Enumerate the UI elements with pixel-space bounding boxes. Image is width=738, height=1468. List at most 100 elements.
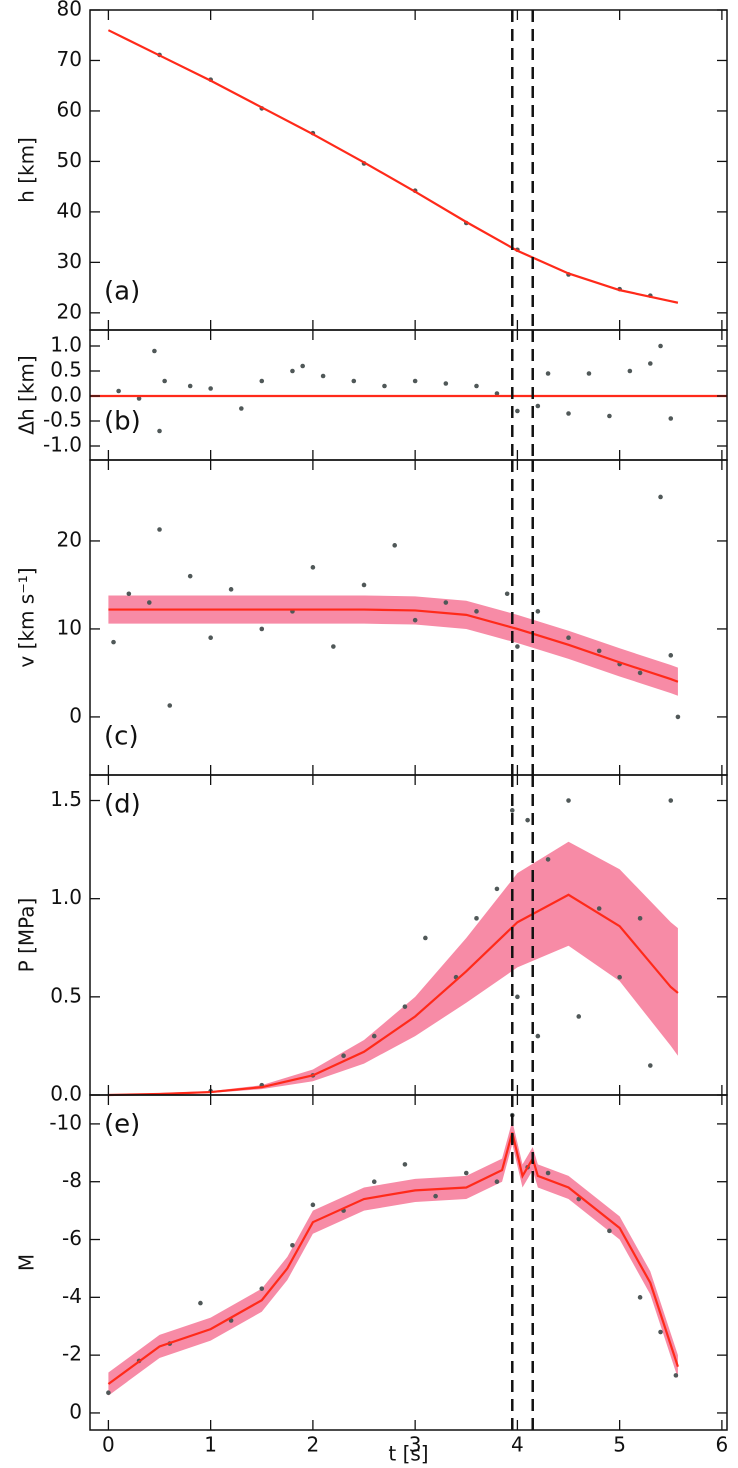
x-tick-label: 4	[511, 1433, 524, 1457]
data-point	[259, 378, 265, 384]
y-axis-label: h [km]	[15, 137, 39, 203]
data-point	[152, 348, 157, 354]
data-point	[535, 403, 541, 409]
data-point	[167, 703, 173, 708]
data-point	[331, 644, 336, 649]
x-tick-label: 2	[307, 1433, 320, 1457]
data-point	[494, 391, 500, 396]
x-tick-label: 6	[716, 1433, 729, 1457]
y-tick-label: 1.0	[50, 885, 82, 909]
y-tick-label: 60	[57, 97, 82, 121]
data-point	[402, 1162, 408, 1167]
y-tick-label: 0.0	[50, 1082, 82, 1106]
fit-line	[107, 29, 679, 304]
data-point	[371, 1179, 377, 1185]
data-point	[494, 886, 500, 892]
data-point	[515, 644, 520, 649]
data-point	[648, 361, 653, 366]
uncertainty-band	[108, 595, 678, 696]
x-axis-label: t [s]	[388, 1442, 428, 1466]
y-tick-label: -1.0	[43, 433, 82, 457]
data-point	[463, 1170, 469, 1176]
panel-label: (e)	[104, 1110, 140, 1140]
data-point	[106, 1390, 111, 1396]
data-point	[607, 413, 612, 419]
data-point	[658, 343, 663, 349]
plot-frame	[89, 9, 728, 331]
data-point	[433, 1193, 438, 1199]
data-point	[187, 383, 193, 389]
data-point	[412, 378, 418, 384]
data-point	[310, 1202, 316, 1208]
data-point	[474, 916, 479, 921]
data-point	[320, 373, 326, 379]
data-point	[566, 798, 571, 803]
y-tick-label: 70	[57, 47, 82, 71]
data-point	[576, 1014, 582, 1019]
y-tick-label: 0.0	[50, 383, 82, 407]
y-tick-label: 1.0	[50, 333, 82, 357]
y-axis-label: M	[15, 1254, 39, 1271]
data-point	[402, 1004, 408, 1009]
data-point	[126, 591, 132, 597]
data-point	[341, 1053, 346, 1059]
y-tick-label: -2	[62, 1342, 82, 1366]
fit-line	[108, 608, 679, 683]
data-point	[545, 371, 551, 376]
panel-label: (b)	[104, 407, 141, 437]
y-tick-label: 10	[57, 615, 82, 639]
data-point	[607, 1228, 612, 1234]
data-point	[675, 714, 681, 720]
plot-frame	[89, 1094, 728, 1431]
data-point	[509, 808, 515, 813]
data-point	[637, 670, 643, 676]
data-point	[586, 371, 592, 376]
data-point	[423, 935, 428, 941]
data-point	[535, 1033, 541, 1039]
data-point	[627, 368, 633, 374]
data-point	[515, 408, 520, 414]
y-tick-label: 30	[57, 249, 82, 273]
data-point	[535, 609, 541, 614]
y-tick-label: 80	[57, 0, 82, 21]
data-point	[361, 582, 367, 588]
data-point	[668, 416, 674, 421]
data-point	[637, 1295, 643, 1300]
data-point	[259, 1286, 265, 1291]
y-axis-label: v [km s⁻¹]	[15, 567, 39, 667]
y-tick-label: -4	[62, 1284, 82, 1308]
y-tick-label: 1.5	[50, 787, 82, 811]
data-point	[157, 527, 162, 532]
data-point	[525, 817, 530, 823]
y-tick-label: -6	[62, 1226, 82, 1250]
y-tick-label: 50	[57, 148, 82, 172]
data-point	[474, 609, 479, 614]
panel-label: (c)	[104, 722, 139, 752]
data-point	[596, 906, 602, 911]
data-point	[187, 573, 193, 579]
data-point	[668, 798, 674, 803]
data-point	[290, 368, 295, 374]
y-tick-label: 0.5	[50, 358, 82, 382]
data-point	[208, 635, 213, 641]
x-tick-label: 1	[204, 1433, 217, 1457]
data-point	[658, 1329, 663, 1335]
data-point	[208, 386, 213, 391]
data-point	[673, 1373, 679, 1378]
data-point	[412, 617, 418, 623]
panel-label: (d)	[104, 790, 141, 820]
data-point	[648, 1063, 653, 1068]
data-point	[157, 428, 162, 434]
x-tick-label: 3	[409, 1433, 422, 1457]
data-point	[310, 565, 316, 570]
data-point	[474, 383, 479, 389]
data-point	[228, 587, 234, 592]
data-point	[162, 378, 167, 384]
y-tick-label: 40	[57, 198, 82, 222]
data-point	[259, 626, 265, 632]
data-point	[617, 974, 622, 980]
fit-line	[107, 1132, 679, 1385]
y-tick-label: 20	[57, 527, 82, 551]
data-point	[116, 388, 121, 394]
